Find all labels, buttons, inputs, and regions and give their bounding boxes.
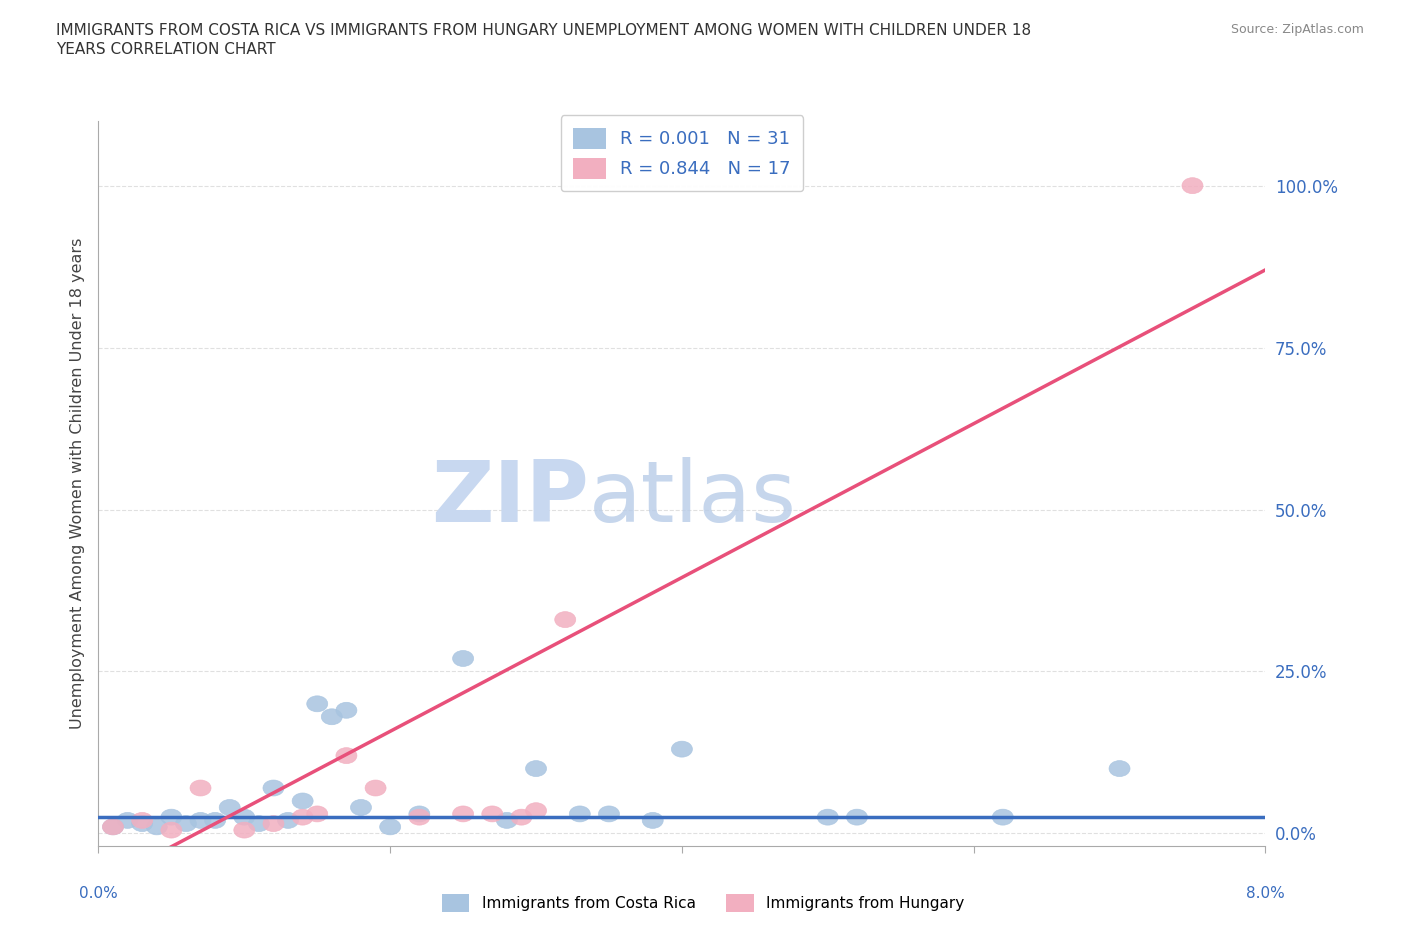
Ellipse shape	[510, 809, 531, 825]
Ellipse shape	[160, 822, 181, 838]
Ellipse shape	[263, 816, 284, 831]
Ellipse shape	[233, 822, 254, 838]
Ellipse shape	[132, 816, 153, 831]
Ellipse shape	[1182, 178, 1204, 193]
Ellipse shape	[526, 761, 547, 777]
Ellipse shape	[263, 780, 284, 796]
Ellipse shape	[322, 709, 342, 724]
Text: Source: ZipAtlas.com: Source: ZipAtlas.com	[1230, 23, 1364, 36]
Ellipse shape	[496, 813, 517, 829]
Text: 0.0%: 0.0%	[79, 886, 118, 901]
Ellipse shape	[672, 741, 692, 757]
Ellipse shape	[307, 806, 328, 822]
Ellipse shape	[117, 813, 138, 829]
Ellipse shape	[292, 809, 314, 825]
Ellipse shape	[132, 813, 153, 829]
Ellipse shape	[103, 819, 124, 835]
Ellipse shape	[1109, 761, 1130, 777]
Ellipse shape	[176, 816, 197, 831]
Text: YEARS CORRELATION CHART: YEARS CORRELATION CHART	[56, 42, 276, 57]
Text: 8.0%: 8.0%	[1246, 886, 1285, 901]
Ellipse shape	[817, 809, 838, 825]
Ellipse shape	[103, 819, 124, 835]
Ellipse shape	[993, 809, 1014, 825]
Ellipse shape	[555, 612, 575, 628]
Ellipse shape	[482, 806, 503, 822]
Ellipse shape	[350, 800, 371, 816]
Legend: R = 0.001   N = 31, R = 0.844   N = 17: R = 0.001 N = 31, R = 0.844 N = 17	[561, 115, 803, 192]
Text: atlas: atlas	[589, 457, 797, 539]
Ellipse shape	[599, 806, 620, 822]
Ellipse shape	[190, 780, 211, 796]
Ellipse shape	[160, 809, 181, 825]
Ellipse shape	[453, 806, 474, 822]
Ellipse shape	[292, 793, 314, 809]
Legend: Immigrants from Costa Rica, Immigrants from Hungary: Immigrants from Costa Rica, Immigrants f…	[436, 888, 970, 918]
Ellipse shape	[846, 809, 868, 825]
Ellipse shape	[249, 816, 270, 831]
Y-axis label: Unemployment Among Women with Children Under 18 years: Unemployment Among Women with Children U…	[69, 238, 84, 729]
Ellipse shape	[205, 813, 225, 829]
Ellipse shape	[643, 813, 664, 829]
Ellipse shape	[277, 813, 298, 829]
Ellipse shape	[336, 748, 357, 764]
Text: ZIP: ZIP	[430, 457, 589, 539]
Ellipse shape	[366, 780, 387, 796]
Ellipse shape	[146, 819, 167, 835]
Ellipse shape	[380, 819, 401, 835]
Ellipse shape	[453, 650, 474, 667]
Ellipse shape	[219, 800, 240, 816]
Ellipse shape	[233, 809, 254, 825]
Ellipse shape	[409, 806, 430, 822]
Text: IMMIGRANTS FROM COSTA RICA VS IMMIGRANTS FROM HUNGARY UNEMPLOYMENT AMONG WOMEN W: IMMIGRANTS FROM COSTA RICA VS IMMIGRANTS…	[56, 23, 1032, 38]
Ellipse shape	[409, 809, 430, 825]
Ellipse shape	[526, 803, 547, 818]
Ellipse shape	[336, 702, 357, 718]
Ellipse shape	[569, 806, 591, 822]
Ellipse shape	[190, 813, 211, 829]
Ellipse shape	[307, 696, 328, 711]
